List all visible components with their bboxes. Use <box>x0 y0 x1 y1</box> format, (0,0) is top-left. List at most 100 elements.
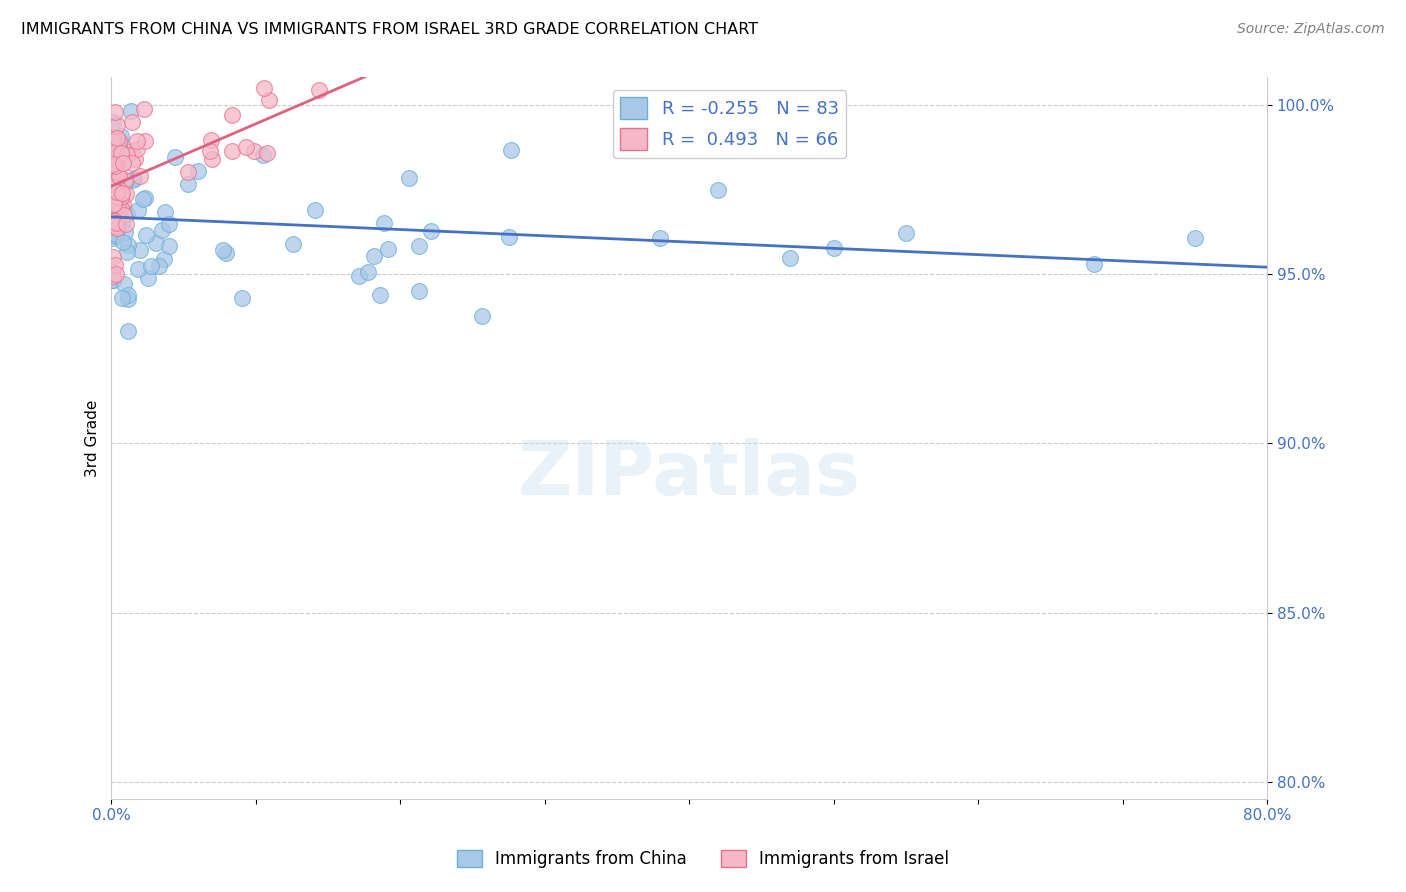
Text: ZIPatlas: ZIPatlas <box>517 438 860 510</box>
Point <box>136 270 159 285</box>
Point <box>153 204 176 219</box>
Point <box>150 223 173 237</box>
Point <box>471 310 494 324</box>
Y-axis label: 3rd Grade: 3rd Grade <box>86 400 100 477</box>
Point <box>105 190 128 204</box>
Point <box>104 155 127 169</box>
Point <box>104 105 127 120</box>
Point <box>419 224 441 238</box>
Point <box>101 156 124 170</box>
Point <box>707 182 730 196</box>
Point <box>408 239 430 253</box>
Point <box>101 268 124 282</box>
Point <box>101 251 124 265</box>
Point <box>107 149 129 163</box>
Point <box>221 145 243 159</box>
Point <box>235 140 257 154</box>
Point <box>107 212 129 227</box>
Point <box>201 152 224 166</box>
Point <box>101 165 124 179</box>
Point <box>107 211 129 226</box>
Point <box>823 240 845 254</box>
Point <box>134 134 156 148</box>
Point <box>117 292 139 306</box>
Point <box>779 251 801 265</box>
Point <box>259 94 281 108</box>
Point <box>105 227 128 241</box>
Point <box>127 142 149 156</box>
Point <box>157 239 180 253</box>
Point <box>104 153 127 167</box>
Point <box>231 291 253 305</box>
Point <box>408 284 430 298</box>
Point <box>121 173 143 187</box>
Point <box>253 80 276 95</box>
Point <box>104 267 127 281</box>
Point <box>107 169 129 184</box>
Point <box>135 227 157 242</box>
Point <box>283 237 305 252</box>
Point <box>115 148 138 162</box>
Point <box>101 175 124 189</box>
Point <box>894 227 917 241</box>
Point <box>134 191 156 205</box>
Point <box>110 128 132 143</box>
Point <box>104 160 127 174</box>
Point <box>112 277 135 292</box>
Point <box>110 190 132 204</box>
Point <box>103 219 125 234</box>
Point <box>125 134 148 148</box>
Point <box>108 134 131 148</box>
Text: IMMIGRANTS FROM CHINA VS IMMIGRANTS FROM ISRAEL 3RD GRADE CORRELATION CHART: IMMIGRANTS FROM CHINA VS IMMIGRANTS FROM… <box>21 22 758 37</box>
Point <box>349 269 371 284</box>
Point <box>111 291 134 305</box>
Point <box>104 258 127 272</box>
Point <box>112 156 135 170</box>
Point <box>114 186 136 201</box>
Point <box>107 198 129 212</box>
Point <box>101 115 124 129</box>
Point <box>101 272 124 286</box>
Point <box>105 145 128 159</box>
Point <box>105 215 128 229</box>
Point <box>120 103 142 118</box>
Point <box>124 153 146 167</box>
Point <box>215 245 238 260</box>
Point <box>104 228 127 243</box>
Point <box>101 222 124 236</box>
Point <box>111 218 134 232</box>
Point <box>252 148 274 162</box>
Point <box>212 243 235 257</box>
Text: Source: ZipAtlas.com: Source: ZipAtlas.com <box>1237 22 1385 37</box>
Point <box>153 252 176 266</box>
Point <box>105 165 128 179</box>
Point <box>498 230 520 244</box>
Point <box>501 143 523 157</box>
Point <box>108 139 131 153</box>
Point <box>105 131 128 145</box>
Legend: R = -0.255   N = 83, R =  0.493   N = 66: R = -0.255 N = 83, R = 0.493 N = 66 <box>613 90 846 158</box>
Point <box>121 144 143 158</box>
Point <box>103 168 125 182</box>
Point <box>117 324 139 338</box>
Point <box>105 186 128 201</box>
Point <box>101 178 124 192</box>
Point <box>177 165 200 179</box>
Point <box>200 133 222 147</box>
Point <box>111 235 134 249</box>
Point <box>103 231 125 245</box>
Point <box>117 237 139 252</box>
Point <box>103 197 125 211</box>
Point <box>107 153 129 167</box>
Point <box>256 146 278 161</box>
Point <box>112 208 135 222</box>
Point <box>110 142 132 156</box>
Point <box>308 82 330 96</box>
Point <box>115 207 138 221</box>
Point <box>1083 258 1105 272</box>
Point <box>165 150 187 164</box>
Point <box>148 259 170 273</box>
Point <box>122 171 145 186</box>
Point <box>176 177 198 191</box>
Point <box>101 165 124 179</box>
